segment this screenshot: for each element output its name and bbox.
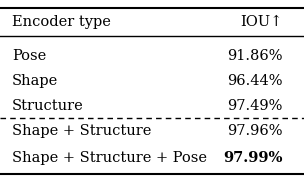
Text: IOU↑: IOU↑ xyxy=(240,15,283,29)
Text: Encoder type: Encoder type xyxy=(12,15,111,29)
Text: 97.96%: 97.96% xyxy=(227,124,283,138)
Text: Shape: Shape xyxy=(12,74,58,88)
Text: 91.86%: 91.86% xyxy=(227,49,283,63)
Text: Structure: Structure xyxy=(12,99,84,113)
Text: Pose: Pose xyxy=(12,49,47,63)
Text: Shape + Structure: Shape + Structure xyxy=(12,124,151,138)
Text: 96.44%: 96.44% xyxy=(227,74,283,88)
Text: Shape + Structure + Pose: Shape + Structure + Pose xyxy=(12,151,207,164)
Text: 97.49%: 97.49% xyxy=(227,99,283,113)
Text: 97.99%: 97.99% xyxy=(223,151,283,164)
